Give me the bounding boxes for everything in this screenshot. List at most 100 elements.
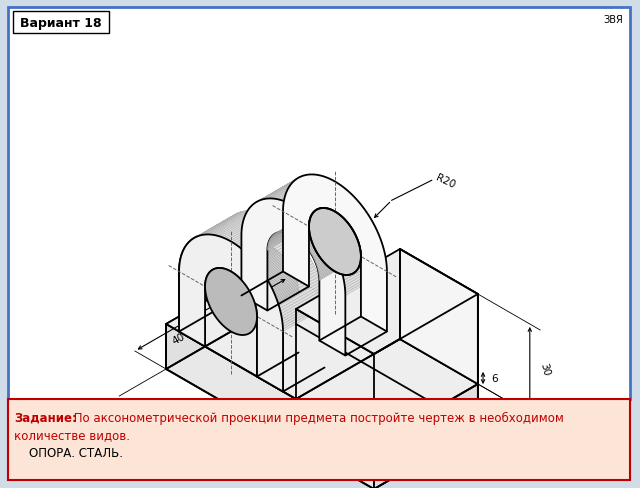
Polygon shape: [237, 252, 279, 277]
Text: 30: 30: [538, 362, 551, 377]
Polygon shape: [333, 225, 376, 252]
Polygon shape: [262, 176, 305, 200]
Polygon shape: [281, 208, 323, 232]
Polygon shape: [221, 244, 264, 269]
Polygon shape: [216, 212, 259, 236]
Polygon shape: [291, 211, 333, 235]
Polygon shape: [207, 252, 249, 277]
Polygon shape: [244, 193, 286, 219]
Polygon shape: [241, 199, 346, 356]
Polygon shape: [230, 218, 274, 243]
Polygon shape: [223, 244, 265, 269]
Polygon shape: [244, 191, 287, 217]
Polygon shape: [215, 245, 257, 269]
Polygon shape: [274, 269, 317, 296]
Polygon shape: [206, 253, 248, 278]
Polygon shape: [278, 176, 322, 201]
Polygon shape: [241, 207, 283, 234]
Polygon shape: [263, 176, 307, 200]
Polygon shape: [243, 226, 286, 252]
Polygon shape: [317, 244, 359, 269]
Polygon shape: [317, 243, 359, 268]
Polygon shape: [219, 244, 261, 268]
Polygon shape: [322, 208, 365, 234]
Polygon shape: [312, 197, 356, 224]
Polygon shape: [225, 245, 268, 270]
Polygon shape: [210, 247, 252, 272]
Polygon shape: [341, 246, 383, 273]
Polygon shape: [268, 221, 310, 245]
Polygon shape: [316, 240, 358, 265]
Polygon shape: [232, 249, 275, 274]
Polygon shape: [179, 235, 283, 392]
Polygon shape: [235, 250, 277, 275]
Polygon shape: [265, 175, 308, 200]
Polygon shape: [330, 220, 372, 247]
Polygon shape: [334, 228, 377, 254]
Polygon shape: [308, 225, 350, 250]
Polygon shape: [192, 215, 235, 240]
Polygon shape: [264, 251, 307, 278]
Polygon shape: [253, 180, 296, 205]
Polygon shape: [282, 298, 324, 325]
Polygon shape: [309, 227, 351, 253]
Text: 6: 6: [491, 373, 498, 383]
Polygon shape: [205, 261, 246, 286]
Polygon shape: [253, 273, 294, 299]
Bar: [8, 8, 630, 399]
Polygon shape: [179, 239, 221, 265]
Polygon shape: [220, 213, 263, 238]
Polygon shape: [268, 226, 309, 251]
Polygon shape: [343, 254, 385, 281]
Polygon shape: [270, 261, 313, 288]
Polygon shape: [273, 266, 316, 293]
Polygon shape: [246, 262, 289, 287]
Polygon shape: [256, 284, 298, 309]
Polygon shape: [292, 211, 335, 236]
Polygon shape: [261, 246, 304, 273]
Polygon shape: [308, 194, 352, 220]
Polygon shape: [294, 212, 337, 237]
Polygon shape: [249, 183, 292, 209]
Polygon shape: [279, 209, 322, 233]
Polygon shape: [236, 222, 280, 247]
Polygon shape: [280, 285, 322, 312]
Polygon shape: [243, 258, 285, 283]
Polygon shape: [205, 268, 257, 335]
Polygon shape: [243, 195, 285, 221]
Polygon shape: [203, 211, 246, 235]
Polygon shape: [257, 288, 298, 313]
Polygon shape: [315, 238, 357, 263]
Text: Задание:: Задание:: [14, 411, 77, 424]
Polygon shape: [270, 214, 312, 239]
Polygon shape: [296, 184, 340, 209]
Polygon shape: [205, 259, 247, 284]
Polygon shape: [317, 245, 360, 271]
Polygon shape: [209, 248, 252, 273]
Polygon shape: [287, 209, 330, 233]
Polygon shape: [346, 269, 387, 296]
Polygon shape: [305, 190, 348, 216]
Polygon shape: [258, 242, 301, 268]
Polygon shape: [244, 260, 287, 285]
Polygon shape: [295, 213, 337, 238]
Polygon shape: [344, 257, 386, 284]
Polygon shape: [325, 213, 368, 239]
Polygon shape: [256, 283, 298, 308]
Polygon shape: [241, 210, 283, 236]
Polygon shape: [267, 175, 310, 199]
Polygon shape: [226, 215, 269, 240]
Polygon shape: [224, 215, 268, 239]
Polygon shape: [183, 225, 225, 251]
Polygon shape: [206, 254, 248, 279]
Polygon shape: [316, 242, 358, 267]
Polygon shape: [254, 179, 297, 204]
Polygon shape: [283, 301, 324, 327]
Polygon shape: [276, 176, 320, 200]
Polygon shape: [207, 252, 249, 277]
Polygon shape: [328, 218, 371, 244]
Polygon shape: [337, 236, 380, 263]
Polygon shape: [272, 212, 314, 237]
Polygon shape: [276, 274, 319, 301]
Polygon shape: [257, 178, 300, 202]
